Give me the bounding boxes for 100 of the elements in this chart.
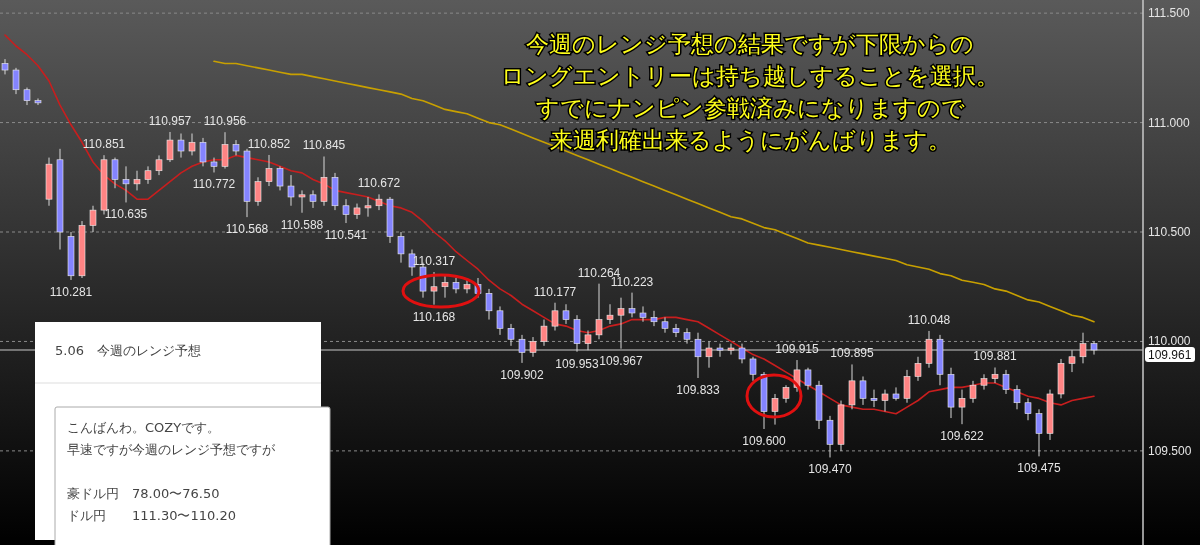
candlestick [287,174,295,207]
candlestick [364,196,372,218]
candlestick [199,137,207,167]
candlestick [562,303,570,325]
text: 今週のレンジ予想の結果ですが下限からの [526,31,974,57]
candlestick [309,189,317,209]
annotation: 110.177 [533,284,577,299]
y-tick-label: 111.000 [1148,115,1190,130]
candlestick [804,367,812,391]
candlestick [1013,384,1021,410]
candlestick [749,356,757,382]
candlestick [958,389,966,425]
candlestick [694,332,702,379]
annotation: 109.967 [599,353,644,368]
candlestick [1068,349,1076,373]
annotation: 109.915 [775,342,820,357]
candlestick [991,366,999,384]
candlestick [584,330,592,351]
annotation: 110.957 [148,113,192,128]
candlestick [661,316,669,334]
candlestick [265,154,273,187]
candlestick [397,231,405,264]
candlestick [771,393,779,426]
annotation: 110.635 [104,207,148,222]
annotation: 109.881 [973,349,1018,364]
candlestick [650,310,658,327]
candlestick [507,323,515,347]
annotation: 109.953 [555,356,600,371]
annotation: 110.588 [280,217,324,232]
y-tick-label: 110.500 [1148,225,1191,240]
candlestick [441,275,449,299]
candlestick [595,283,603,340]
text: すでにナンピン参戦済みになりますので [535,95,965,121]
ref-line-label: 109.961 [1148,347,1192,362]
candlestick [980,373,988,391]
candlestick [375,193,383,211]
candlestick [1,58,9,75]
candlestick [221,131,229,170]
candlestick [639,305,647,323]
annotation: 109.475 [1017,461,1062,476]
candlestick [133,170,141,191]
annotation: 110.956 [203,114,247,129]
candlestick [232,139,240,156]
candlestick [727,343,735,356]
candlestick [529,336,537,358]
candlestick [881,389,889,412]
candlestick [485,288,493,321]
candlestick [430,271,438,306]
candlestick [122,165,130,203]
annotation: 110.845 [302,138,346,153]
candlestick [353,203,361,220]
candlestick [166,131,174,163]
annotation: こんばんわ。COZYです。 [67,420,221,435]
annotation: 110.048 [907,312,951,327]
annotation: 109.470 [808,462,853,477]
candlestick [540,319,548,347]
annotation: 110.568 [225,222,269,237]
candlestick [738,343,746,364]
annotation: 110.851 [82,137,126,152]
candlestick [716,343,724,358]
text: 来週利確出来るようにがんばります。 [549,127,951,153]
candlestick [452,277,460,294]
candlestick [551,302,559,331]
annotation: 110.541 [324,228,368,243]
candlestick [210,157,218,173]
candlestick [969,380,977,404]
candlestick [1090,340,1098,356]
candlestick [177,133,185,159]
candlestick [12,67,20,95]
text: ロングエントリーは持ち越しすることを選択。 [501,63,999,89]
annotation: 109.622 [940,429,985,444]
annotation: ドル円 111.30〜110.20 [67,508,236,523]
candlestick [463,279,471,294]
annotation: 109.895 [830,346,875,361]
candlestick [1079,332,1087,364]
candlestick [683,327,691,345]
candlestick [518,334,526,364]
candlestick [254,176,262,207]
candlestick [1002,369,1010,395]
candlestick [903,369,911,404]
candlestick [1035,408,1043,457]
line-series [4,34,1095,415]
candlestick [628,292,636,318]
annotation: 早速ですが今週のレンジ予想ですが [67,442,276,457]
candlestick [705,340,713,369]
annotation: 110.281 [49,284,93,299]
candlestick [276,165,284,191]
candlestick [1024,397,1032,421]
annotation: 109.833 [676,383,721,397]
candlestick [870,389,878,408]
annotation: 豪ドル円 78.00〜76.50 [67,486,220,501]
y-tick-label: 111.500 [1148,6,1190,21]
candlestick [188,133,196,156]
annotation: 109.600 [742,434,787,448]
annotation: 109.902 [500,367,545,382]
annotation: 110.772 [192,177,236,192]
y-tick-label: 109.500 [1148,443,1192,458]
candlestick [111,157,119,189]
annotation: 110.852 [247,136,291,151]
y-tick-label: 110.000 [1148,334,1191,349]
